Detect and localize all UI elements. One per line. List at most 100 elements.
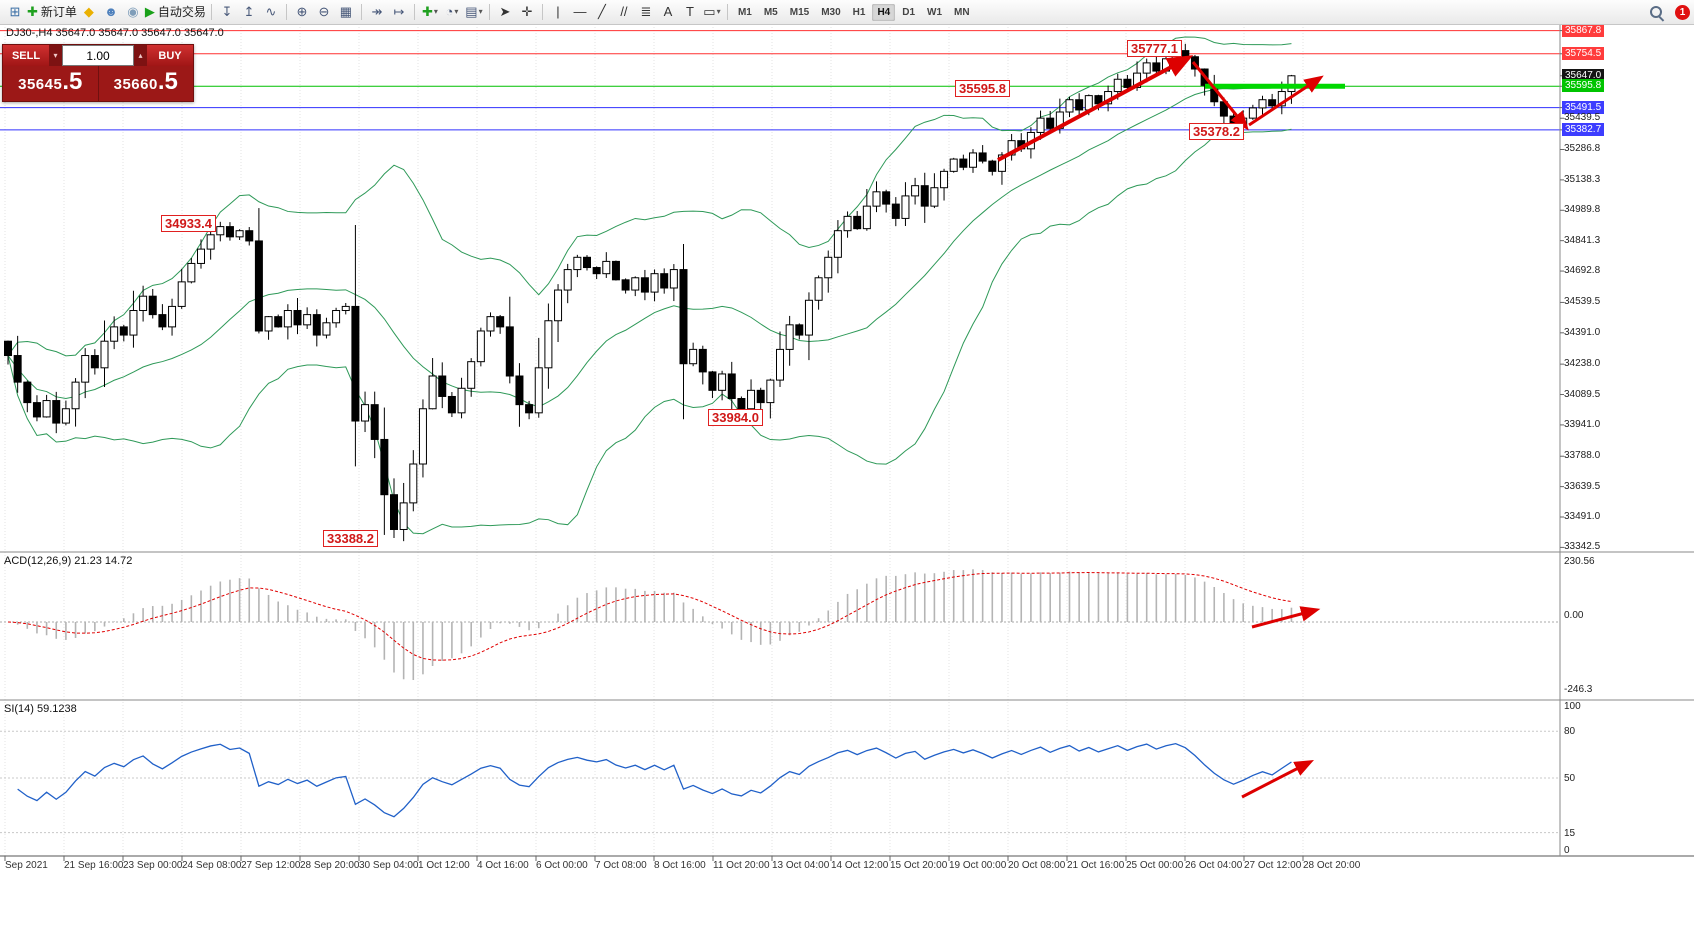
auto-scroll-icon[interactable]: ↠: [367, 2, 387, 22]
toolbar-separator: [285, 4, 287, 20]
timeframe-h4-button[interactable]: H4: [872, 3, 896, 21]
text-tool-icon[interactable]: A: [658, 2, 678, 22]
time-axis-label: 7 Oct 08:00: [595, 860, 647, 871]
price-callout[interactable]: 35595.8: [955, 80, 1010, 97]
macd-scale-zero: 0.00: [1564, 610, 1584, 621]
price-axis-label: 35439.5: [1564, 112, 1601, 124]
cursor-tool-icon-glyph: ➤: [499, 4, 511, 19]
candles-chart-icon[interactable]: ↥: [239, 2, 259, 22]
candle-body: [997, 154, 1006, 172]
macd-panel-layer: [0, 569, 1560, 680]
support-headset-icon[interactable]: ◉: [123, 2, 143, 22]
buy-price-button[interactable]: 35660 .5: [99, 66, 194, 101]
sell-price-button[interactable]: 35645 .5: [3, 66, 99, 101]
candle-body: [505, 326, 514, 377]
price-callout[interactable]: 35777.1: [1127, 40, 1182, 57]
candle-body: [1007, 140, 1016, 156]
candle-body: [4, 340, 12, 357]
zoom-in-icon[interactable]: ⊕: [292, 2, 312, 22]
price-callout[interactable]: 33388.2: [323, 530, 378, 547]
price-axis-label: 33788.0: [1564, 450, 1601, 462]
candle-body: [785, 324, 794, 350]
new-order-button[interactable]: ✚ 新订单: [27, 2, 77, 22]
search-lens: [1650, 5, 1662, 18]
bars-chart-icon[interactable]: ↧: [217, 2, 237, 22]
candle-body: [1142, 62, 1151, 74]
notification-badge[interactable]: 1: [1675, 4, 1690, 20]
zoom-out-icon[interactable]: ⊖: [314, 2, 334, 22]
trend-arrow[interactable]: [1241, 759, 1315, 799]
buy-price-main: 35660: [113, 76, 158, 93]
community-profile-icon[interactable]: ☻: [101, 2, 121, 22]
chart-shift-icon[interactable]: ↦: [389, 2, 409, 22]
trend-arrow[interactable]: [1251, 606, 1321, 629]
shapes-tool-button[interactable]: ▭ ▾: [702, 2, 722, 22]
timeframe-m15-button[interactable]: M15: [789, 6, 810, 18]
periods-button[interactable]: ◔ ▾: [442, 2, 462, 22]
search-icon[interactable]: [1648, 4, 1665, 22]
fibonacci-tool-icon[interactable]: ≣: [636, 2, 656, 22]
price-axis-label: 33342.5: [1564, 541, 1601, 553]
timeframe-m5-button[interactable]: M5: [763, 6, 778, 18]
timeframe-m1-button[interactable]: M1: [737, 6, 752, 18]
add-indicator-button[interactable]: ✚ ▾: [420, 2, 440, 22]
timeframe-w1-button[interactable]: W1: [927, 6, 943, 18]
candle-body: [225, 226, 234, 238]
time-axis-label: 4 Oct 16:00: [477, 860, 529, 871]
price-axis-label: 33491.0: [1564, 511, 1601, 522]
time-axis-label: 27 Oct 12:00: [1244, 860, 1302, 871]
timeframe-d1-button[interactable]: D1: [902, 6, 916, 18]
sell-price-frac: .5: [62, 68, 83, 95]
buy-button[interactable]: BUY: [147, 45, 193, 66]
auto-scroll-icon-glyph: ↠: [371, 4, 383, 19]
trendline-tool-icon[interactable]: ╱: [592, 2, 612, 22]
time-axis-label: 24 Sep 08:00: [182, 860, 242, 871]
price-callout[interactable]: 35378.2: [1189, 123, 1244, 140]
lot-size-input[interactable]: [62, 45, 134, 66]
candle-body: [476, 330, 485, 363]
candle-body: [1287, 75, 1296, 93]
price-axis-label: 34539.5: [1564, 296, 1601, 308]
time-axis-label: 23 Sep 00:00: [123, 860, 183, 871]
candle-body: [52, 400, 61, 424]
trend-arrow[interactable]: [1191, 61, 1249, 131]
mql5-icon-glyph: ◆: [83, 4, 94, 19]
candle-body: [1268, 99, 1277, 107]
candle-body: [573, 256, 582, 271]
trend-arrow[interactable]: [1248, 75, 1324, 127]
candle-body: [1181, 50, 1190, 58]
horizontal-line-tool-icon[interactable]: —: [570, 2, 590, 22]
timeframe-m30-button[interactable]: M30: [821, 6, 841, 18]
cursor-tool-icon[interactable]: ➤: [495, 2, 515, 22]
community-profile-icon-glyph: ☻: [104, 4, 118, 19]
crosshair-tool-icon[interactable]: ✛: [517, 2, 537, 22]
channel-tool-icon[interactable]: //: [614, 2, 634, 22]
candle-body: [708, 371, 717, 391]
tile-windows-icon-glyph: ▦: [339, 4, 353, 19]
line-chart-icon[interactable]: ∿: [261, 2, 281, 22]
price-axis-label: 34089.5: [1564, 388, 1601, 400]
candle-body: [776, 348, 784, 381]
candle-body: [390, 494, 398, 530]
lot-decrease-button[interactable]: ▾: [49, 45, 62, 66]
trend-arrow[interactable]: [997, 55, 1194, 162]
time-axis-label: 30 Sep 04:00: [359, 860, 419, 871]
autotrading-button[interactable]: ▶ 自动交易: [145, 2, 206, 22]
sell-price-main: 35645: [18, 76, 63, 93]
price-callout[interactable]: 34933.4: [161, 215, 216, 232]
label-tool-icon[interactable]: T: [680, 2, 700, 22]
vertical-line-tool-icon[interactable]: |: [548, 2, 568, 22]
sell-button[interactable]: SELL: [3, 45, 49, 66]
mql5-icon[interactable]: ◆: [79, 2, 99, 22]
timeframe-mn-button[interactable]: MN: [954, 6, 970, 18]
candle-body: [804, 299, 813, 336]
tile-windows-icon[interactable]: ▦: [336, 2, 356, 22]
lot-increase-button[interactable]: ▴: [134, 45, 147, 66]
new-chart-icon[interactable]: ⊞: [5, 2, 25, 22]
templates-button[interactable]: ▤ ▾: [464, 2, 484, 22]
price-callout[interactable]: 33984.0: [708, 409, 763, 426]
candle-body: [824, 256, 833, 279]
timeframe-h1-button[interactable]: H1: [852, 6, 866, 18]
candle-body: [583, 256, 591, 269]
